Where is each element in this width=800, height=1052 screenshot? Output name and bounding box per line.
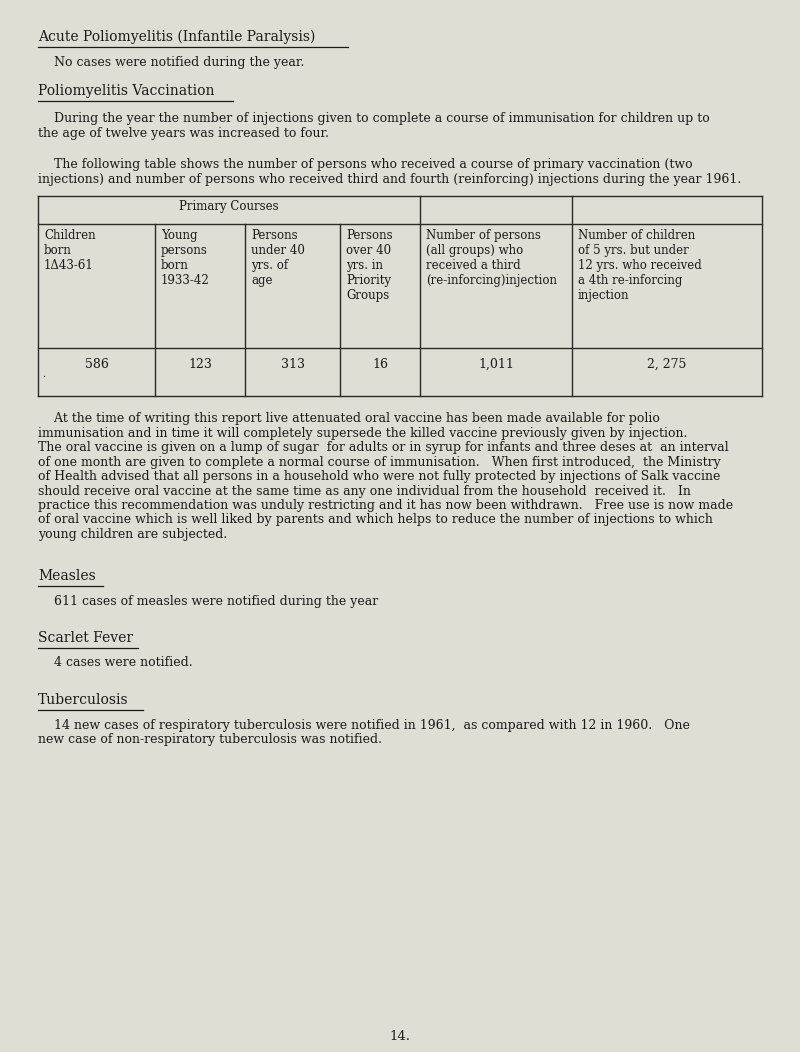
Text: new case of non-respiratory tuberculosis was notified.: new case of non-respiratory tuberculosis… xyxy=(38,733,382,746)
Text: Measles: Measles xyxy=(38,568,96,583)
Text: of Health advised that all persons in a household who were not fully protected b: of Health advised that all persons in a … xyxy=(38,470,720,483)
Text: practice this recommendation was unduly restricting and it has now been withdraw: practice this recommendation was unduly … xyxy=(38,499,733,512)
Text: young children are subjected.: young children are subjected. xyxy=(38,528,227,541)
Text: the age of twelve years was increased to four.: the age of twelve years was increased to… xyxy=(38,126,329,140)
Text: Poliomyelitis Vaccination: Poliomyelitis Vaccination xyxy=(38,84,214,98)
Text: Persons
under 40
yrs. of
age: Persons under 40 yrs. of age xyxy=(251,229,305,287)
Text: immunisation and in time it will completely supersede the killed vaccine previou: immunisation and in time it will complet… xyxy=(38,426,687,440)
Text: Young
persons
born
1933-42: Young persons born 1933-42 xyxy=(161,229,210,287)
Text: injections) and number of persons who received third and fourth (reinforcing) in: injections) and number of persons who re… xyxy=(38,173,742,185)
Text: 1,011: 1,011 xyxy=(478,358,514,371)
Text: of one month are given to complete a normal course of immunisation.   When first: of one month are given to complete a nor… xyxy=(38,456,721,468)
Text: The oral vaccine is given on a lump of sugar  for adults or in syrup for infants: The oral vaccine is given on a lump of s… xyxy=(38,441,729,454)
Text: Persons
over 40
yrs. in
Priority
Groups: Persons over 40 yrs. in Priority Groups xyxy=(346,229,393,302)
Text: Number of persons
(all groups) who
received a third
(re-inforcing)injection: Number of persons (all groups) who recei… xyxy=(426,229,557,287)
Text: 123: 123 xyxy=(188,358,212,371)
Text: Scarlet Fever: Scarlet Fever xyxy=(38,630,133,645)
Text: 16: 16 xyxy=(372,358,388,371)
Text: 313: 313 xyxy=(281,358,305,371)
Text: Acute Poliomyelitis (Infantile Paralysis): Acute Poliomyelitis (Infantile Paralysis… xyxy=(38,31,315,44)
Text: 2, 275: 2, 275 xyxy=(647,358,686,371)
Text: of oral vaccine which is well liked by parents and which helps to reduce the num: of oral vaccine which is well liked by p… xyxy=(38,513,713,526)
Text: 4 cases were notified.: 4 cases were notified. xyxy=(38,656,193,669)
Text: Children
born
1Δ43-61: Children born 1Δ43-61 xyxy=(44,229,96,272)
Text: Primary Courses: Primary Courses xyxy=(179,200,279,213)
Text: At the time of writing this report live attenuated oral vaccine has been made av: At the time of writing this report live … xyxy=(38,412,660,425)
Text: .: . xyxy=(42,370,45,379)
Text: 586: 586 xyxy=(85,358,109,371)
Text: Number of children
of 5 yrs. but under
12 yrs. who received
a 4th re-inforcing
i: Number of children of 5 yrs. but under 1… xyxy=(578,229,702,302)
Text: should receive oral vaccine at the same time as any one individual from the hous: should receive oral vaccine at the same … xyxy=(38,485,691,498)
Text: 14 new cases of respiratory tuberculosis were notified in 1961,  as compared wit: 14 new cases of respiratory tuberculosis… xyxy=(38,719,690,731)
Text: The following table shows the number of persons who received a course of primary: The following table shows the number of … xyxy=(38,158,693,171)
Text: During the year the number of injections given to complete a course of immunisat: During the year the number of injections… xyxy=(38,112,710,125)
Text: 611 cases of measles were notified during the year: 611 cases of measles were notified durin… xyxy=(38,594,378,607)
Text: 14.: 14. xyxy=(390,1030,410,1043)
Text: No cases were notified during the year.: No cases were notified during the year. xyxy=(38,56,304,69)
Text: Tuberculosis: Tuberculosis xyxy=(38,692,129,707)
